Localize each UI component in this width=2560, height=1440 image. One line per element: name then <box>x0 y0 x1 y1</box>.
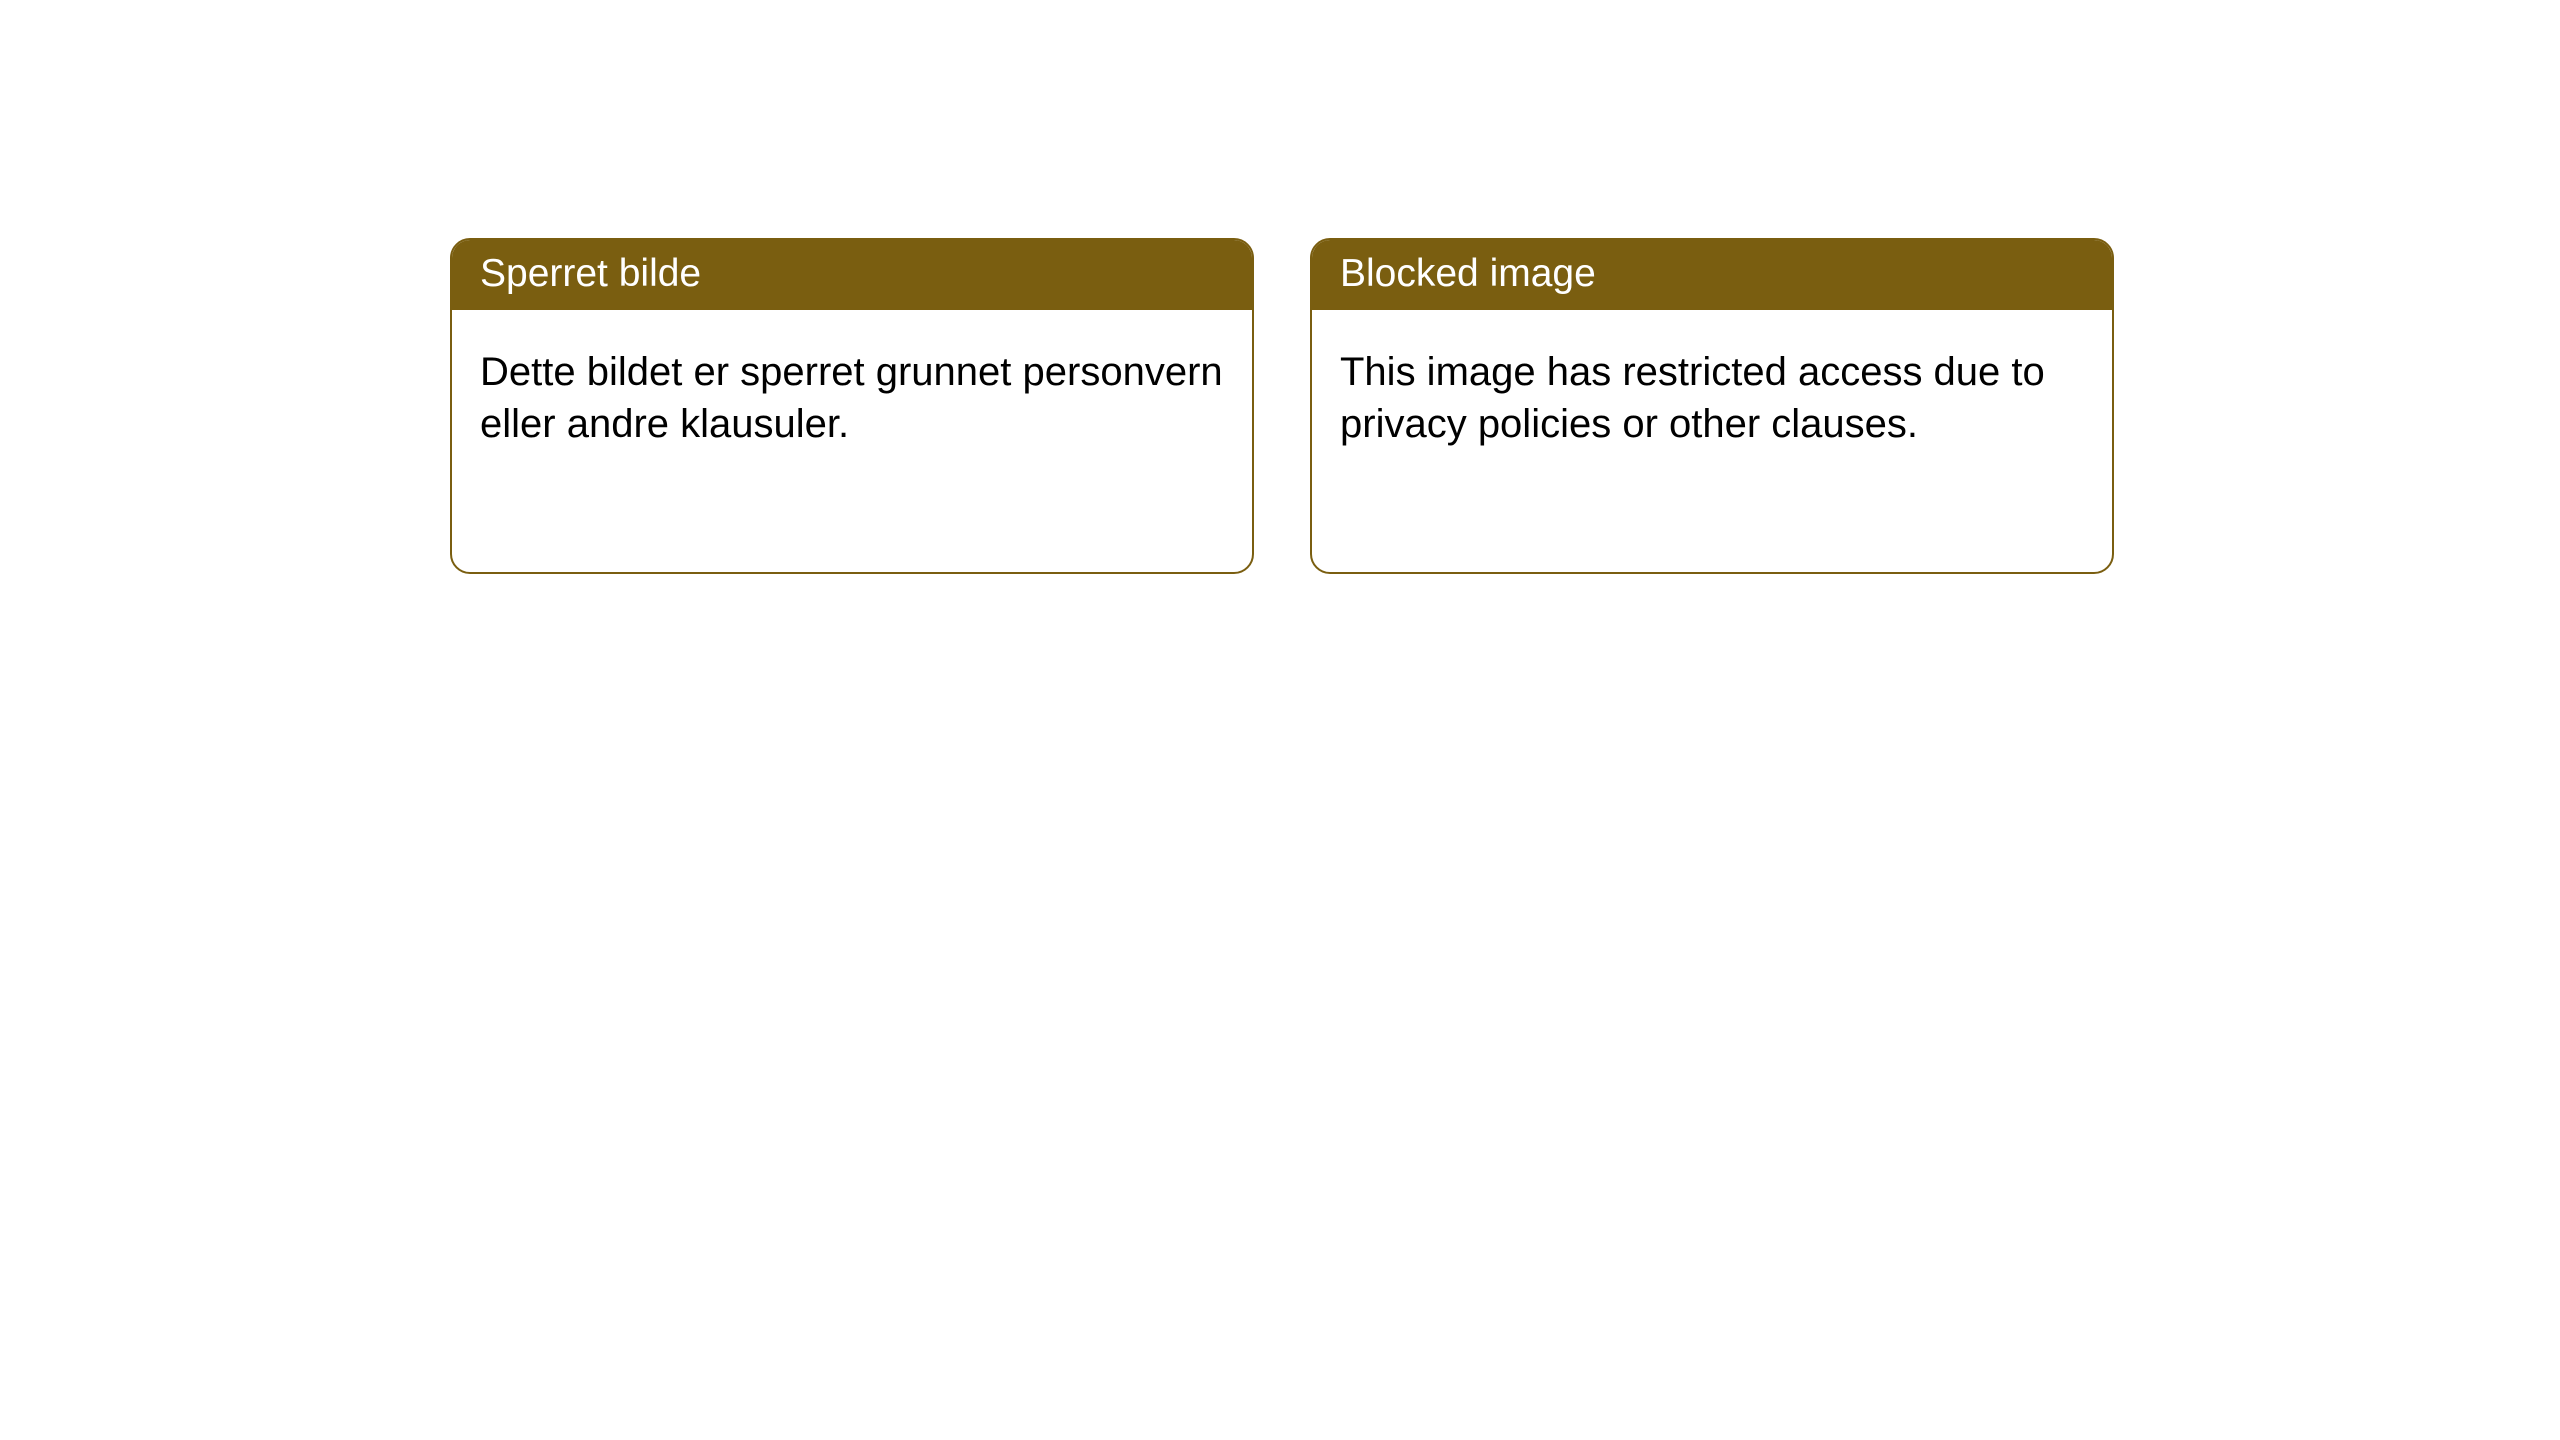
notice-cards-container: Sperret bilde Dette bildet er sperret gr… <box>450 238 2114 574</box>
card-body: This image has restricted access due to … <box>1312 310 2112 486</box>
card-message: This image has restricted access due to … <box>1340 346 2084 450</box>
card-body: Dette bildet er sperret grunnet personve… <box>452 310 1252 486</box>
card-title: Blocked image <box>1340 252 2084 296</box>
notice-card-norwegian: Sperret bilde Dette bildet er sperret gr… <box>450 238 1254 574</box>
card-header: Sperret bilde <box>452 240 1252 310</box>
card-title: Sperret bilde <box>480 252 1224 296</box>
notice-card-english: Blocked image This image has restricted … <box>1310 238 2114 574</box>
card-message: Dette bildet er sperret grunnet personve… <box>480 346 1224 450</box>
card-header: Blocked image <box>1312 240 2112 310</box>
